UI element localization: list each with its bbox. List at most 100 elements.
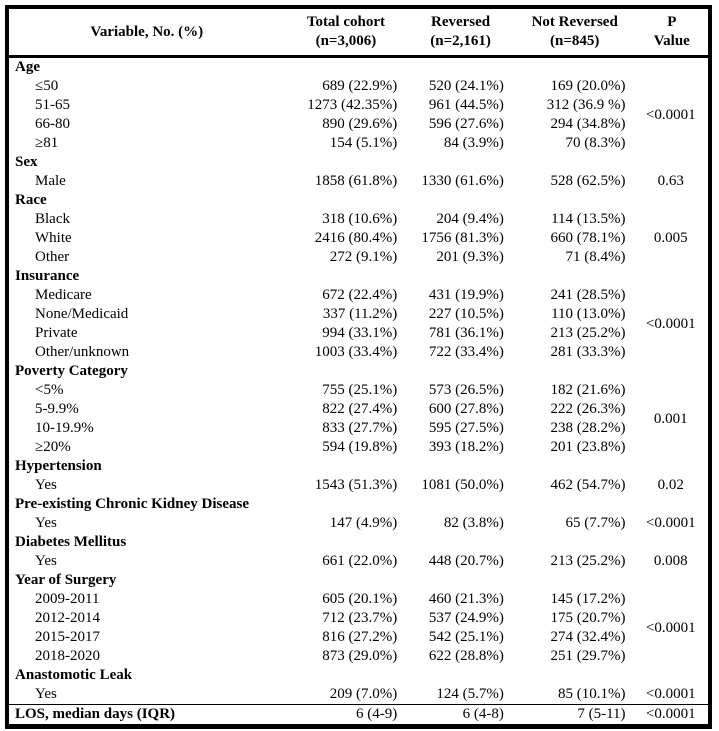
table-row: 66-80 890 (29.6%) 596 (27.6%) 294 (34.8%) xyxy=(7,115,710,134)
reversed-value: 84 (3.9%) xyxy=(443,135,504,151)
total-cohort-value: 994 (33.1%) xyxy=(322,325,398,341)
category-row: Pre-existing Chronic Kidney Disease xyxy=(7,495,710,514)
row-label: None/Medicaid xyxy=(35,306,129,322)
p-value: 0.63 xyxy=(657,173,684,189)
total-cohort-value: 605 (20.1%) xyxy=(322,591,398,607)
total-cohort-value: 689 (22.9%) xyxy=(322,78,398,94)
category-label: Pre-existing Chronic Kidney Disease xyxy=(15,496,250,512)
category-label: Anastomotic Leak xyxy=(15,667,133,683)
table-row: Yes 1543 (51.3%) 1081 (50.0%) 462 (54.7%) 0.… xyxy=(7,476,710,495)
header-not-reversed-line1: Not Reversed xyxy=(531,14,618,30)
p-value: 0.005 xyxy=(653,230,688,246)
p-value: 0.008 xyxy=(653,553,688,569)
header-row: Variable, No. (%) Total cohort (n=3,006)… xyxy=(7,7,710,58)
table-row: 2018-2020 873 (29.0%) 622 (28.8%) 251 (29.7… xyxy=(7,647,710,666)
reversed-value: 596 (27.6%) xyxy=(428,116,504,132)
table-row: LOS, median days (IQR) 6 (4-9) 6 (4-8) 7 (5… xyxy=(7,704,710,727)
table-row: Yes 209 (7.0%) 124 (5.7%) 85 (10.1%) <0.0001 xyxy=(7,685,710,705)
total-cohort-value: 755 (25.1%) xyxy=(322,382,398,398)
total-cohort-value: 154 (5.1%) xyxy=(329,135,398,151)
reversed-value: 124 (5.7%) xyxy=(436,686,504,702)
header-total-line2: (n=3,006) xyxy=(315,33,377,49)
table-row: Other/unknown 1003 (33.4%) 722 (33.4%) 281 … xyxy=(7,343,710,362)
reversed-value: 1330 (61.6%) xyxy=(421,173,504,189)
row-label: White xyxy=(35,230,72,246)
p-value: <0.0001 xyxy=(635,704,710,727)
p-value: <0.0001 xyxy=(645,515,696,531)
total-cohort-value: 318 (10.6%) xyxy=(322,211,398,227)
reversed-value: 537 (24.9%) xyxy=(428,610,504,626)
table-row: White 2416 (80.4%) 1756 (81.3%) 660 (78.1%) xyxy=(7,229,710,248)
reversed-value: 573 (26.5%) xyxy=(428,382,504,398)
row-label: Black xyxy=(35,211,70,227)
row-label: Other xyxy=(35,249,70,265)
reversed-value: 961 (44.5%) xyxy=(428,97,504,113)
category-label: Poverty Category xyxy=(15,363,128,379)
row-label: 5-9.9% xyxy=(35,401,79,417)
not-reversed-value: 110 (13.0%) xyxy=(551,306,626,322)
reversed-value: 781 (36.1%) xyxy=(428,325,504,341)
not-reversed-value: 222 (26.3%) xyxy=(550,401,626,417)
not-reversed-value: 241 (28.5%) xyxy=(550,287,626,303)
header-p-value: P Value xyxy=(635,7,710,58)
not-reversed-value: 85 (10.1%) xyxy=(558,686,626,702)
reversed-value: 448 (20.7%) xyxy=(428,553,504,569)
not-reversed-value: 70 (8.3%) xyxy=(565,135,626,151)
table-row: ≥20% 594 (19.8%) 393 (18.2%) 201 (23.8%) xyxy=(7,438,710,457)
total-cohort-value: 890 (29.6%) xyxy=(322,116,398,132)
category-label: Hypertension xyxy=(15,458,102,474)
p-value: 0.02 xyxy=(657,477,684,493)
row-label: Medicare xyxy=(35,287,92,303)
table-row: Medicare 672 (22.4%) 431 (19.9%) 241 (28.5%… xyxy=(7,286,710,332)
not-reversed-value: 660 (78.1%) xyxy=(550,230,626,246)
not-reversed-value: 251 (29.7%) xyxy=(550,648,626,664)
table-row: Private 994 (33.1%) 781 (36.1%) 213 (25.2%) xyxy=(7,324,710,343)
total-cohort-value: 712 (23.7%) xyxy=(322,610,398,626)
category-row: Age xyxy=(7,57,710,78)
row-label: Other/unknown xyxy=(35,344,130,360)
table-row: 2015-2017 816 (27.2%) 542 (25.1%) 274 (32.4… xyxy=(7,628,710,647)
table-header: Variable, No. (%) Total cohort (n=3,006)… xyxy=(7,7,710,58)
category-label: Insurance xyxy=(15,268,80,284)
table-row: None/Medicaid 337 (11.2%) 227 (10.5%) 110 (… xyxy=(7,305,710,324)
total-cohort-value: 672 (22.4%) xyxy=(322,287,398,303)
row-label: 66-80 xyxy=(35,116,70,132)
row-label: 2018-2020 xyxy=(35,648,100,664)
header-p-line2: Value xyxy=(653,33,690,49)
category-row: Diabetes Mellitus xyxy=(7,533,710,552)
row-label: <5% xyxy=(35,382,64,398)
table-row: <5% 755 (25.1%) 573 (26.5%) 182 (21.6%) 0.00… xyxy=(7,381,710,427)
reversed-value: 1756 (81.3%) xyxy=(421,230,504,246)
category-row: Anastomotic Leak xyxy=(7,666,710,685)
total-cohort-value: 816 (27.2%) xyxy=(322,629,398,645)
not-reversed-value: 274 (32.4%) xyxy=(550,629,626,645)
table-row: Other 272 (9.1%) 201 (9.3%) 71 (8.4%) xyxy=(7,248,710,267)
total-cohort-value: 147 (4.9%) xyxy=(329,515,398,531)
reversed-value: 431 (19.9%) xyxy=(428,287,504,303)
reversed-value: 227 (10.5%) xyxy=(428,306,504,322)
table-row: Male 1858 (61.8%) 1330 (61.6%) 528 (62.5%) 0… xyxy=(7,172,710,191)
header-reversed: Reversed (n=2,161) xyxy=(407,7,514,58)
cohort-table-container: Variable, No. (%) Total cohort (n=3,006)… xyxy=(5,5,712,729)
not-reversed-value: 238 (28.2%) xyxy=(550,420,626,436)
not-reversed-value: 213 (25.2%) xyxy=(550,325,626,341)
category-row: Year of Surgery xyxy=(7,571,710,590)
p-value: 0.001 xyxy=(653,410,688,427)
row-label: Yes xyxy=(35,686,57,702)
not-reversed-value: 213 (25.2%) xyxy=(550,553,626,569)
table-row: ≤50 689 (22.9%) 520 (24.1%) 169 (20.0%) <0.0… xyxy=(7,77,710,123)
table-row: 2012-2014 712 (23.7%) 537 (24.9%) 175 (20.7… xyxy=(7,609,710,628)
reversed-value: 6 (4-8) xyxy=(407,704,514,727)
total-cohort-value: 1858 (61.8%) xyxy=(314,173,398,189)
category-label: Race xyxy=(15,192,47,208)
table-body: Age ≤50 689 (22.9%) 520 (24.1%) 169 (20.0%) <… xyxy=(7,57,710,727)
table-row: 10-19.9% 833 (27.7%) 595 (27.5%) 238 (28.2%… xyxy=(7,419,710,438)
category-label: Diabetes Mellitus xyxy=(15,534,127,550)
category-row: Hypertension xyxy=(7,457,710,476)
total-cohort-value: 822 (27.4%) xyxy=(322,401,398,417)
p-value: <0.0001 xyxy=(645,106,696,123)
cohort-characteristics-table: Variable, No. (%) Total cohort (n=3,006)… xyxy=(5,5,712,729)
not-reversed-value: 114 (13.5%) xyxy=(551,211,626,227)
reversed-value: 542 (25.1%) xyxy=(428,629,504,645)
not-reversed-value: 175 (20.7%) xyxy=(550,610,626,626)
